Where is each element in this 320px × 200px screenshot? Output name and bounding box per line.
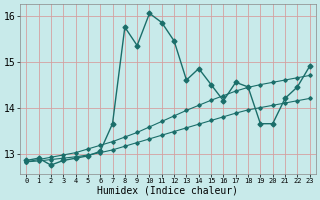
X-axis label: Humidex (Indice chaleur): Humidex (Indice chaleur) [98, 186, 238, 196]
